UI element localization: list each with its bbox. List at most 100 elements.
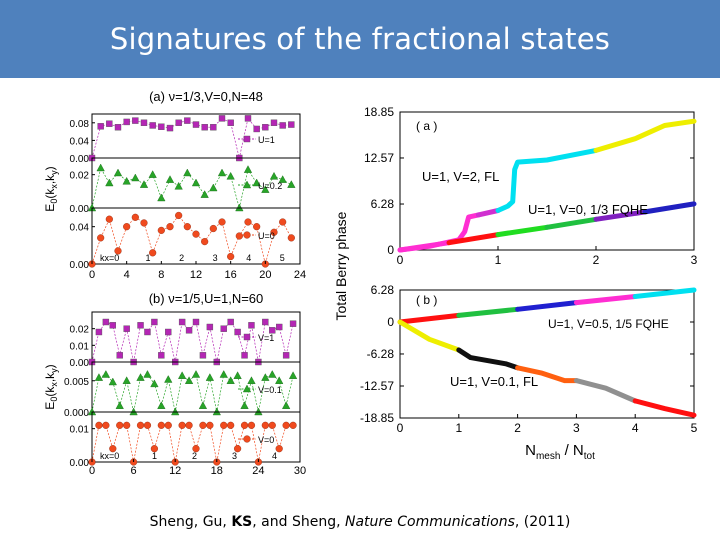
left-a-ytick-label: 0.04 [70,136,90,147]
left-b-point [206,323,214,331]
left-b-series-line [91,321,294,363]
left-b-k-label: 3 [232,451,237,461]
left-a-legend-label: U=0 [258,231,275,241]
left-b-point [191,370,201,378]
left-b-point [282,421,290,429]
left-b-xlabel: kx+Nxky [175,477,217,478]
left-a-point [165,175,175,183]
left-b-point [276,323,283,331]
left-b-point [289,421,297,429]
left-a-title: (a) ν=1/3,V=0,N=48 [149,89,263,104]
left-a-point [139,180,149,188]
left-b-point [281,401,291,409]
left-a-xtick-label: 12 [190,269,202,281]
right-a-series-segment [642,201,697,215]
left-b-point [240,421,249,429]
right-a-series-segment [593,118,697,153]
left-a-ytick-label: 0.00 [70,154,90,165]
citation-year: , (2011) [514,514,571,530]
left-b-point [227,421,235,429]
right-a-annotation: U=1, V=0, 1/3 FQHE [528,202,648,217]
left-a-legend-label: U=0.2 [258,181,282,191]
left-b-point [289,320,297,327]
right-a-title: ( a ) [416,119,437,133]
left-a-k-label: 3 [213,253,218,263]
right-b-xtick-label: 4 [632,421,639,435]
left-a-point [158,123,165,130]
left-b-k-label: kx=0 [100,451,119,461]
left-a-ytick-label: 0.08 [70,119,90,130]
left-b-point [178,421,186,429]
left-b-ytick-label: 0.02 [70,325,90,336]
left-b-point [184,376,194,384]
left-b-legend-label: V=1 [258,333,274,343]
left-a-point [183,168,192,177]
left-b-point [268,421,276,429]
left-a-point [243,165,253,173]
left-b-point [199,421,207,429]
right-a-series-segment [495,147,599,213]
left-a-ytick-label: 0.00 [70,260,90,271]
left-b-point [248,322,255,329]
left-b-point [157,401,166,409]
left-b-point [123,325,130,332]
right-a-ytick-label: 6.28 [371,197,395,211]
left-a-point [97,123,104,130]
left-a-point [140,219,148,227]
left-b-point [178,318,186,326]
right-b-title: ( b ) [416,293,437,307]
left-b-point [241,352,248,359]
left-a-k-label: 1 [146,253,151,263]
left-b-point [219,370,228,378]
left-b-point [150,379,159,388]
left-a-point [201,238,209,246]
left-b-point [143,421,152,429]
left-a-point [218,218,226,226]
left-a-point [218,115,226,122]
left-b-ytick-label: 0.00 [70,458,90,469]
left-b-xtick-label: 0 [89,465,95,477]
left-b-point [199,352,207,359]
left-a-point [131,213,139,221]
left-b-point [151,318,158,326]
left-b-point [158,352,165,359]
right-b-xtick-label: 0 [397,421,404,435]
left-a-legend-marker [243,231,251,239]
left-b-point [109,445,117,453]
left-b-point [108,377,117,386]
left-b-point [185,421,193,429]
left-b-point [164,375,173,383]
left-a-point [279,122,286,129]
left-a-point [113,168,123,177]
right-a-series-segment [475,208,501,218]
left-a-point [235,232,243,240]
left-a-point [122,176,131,185]
left-b-point [136,421,145,429]
left-a-point [105,215,113,223]
right-b-xtick-label: 5 [691,421,698,435]
left-a-point [97,234,105,242]
right-b-ytick-label: -12.57 [360,379,394,393]
left-a-point [123,118,130,126]
left-b-k-label: 4 [272,451,277,461]
left-b-point [144,328,151,336]
left-b-title: (b) ν=1/5,U=1,N=60 [149,291,264,306]
left-a-point [244,115,252,122]
left-a-point [210,124,217,131]
left-b-point [261,421,269,429]
left-a-point [217,168,227,177]
left-b-ylabel: E0(kx,ky) [43,364,59,409]
left-a-point [261,185,270,193]
left-b-point [95,421,103,429]
left-b-point [137,322,144,329]
left-a-k-label: 2 [179,253,184,263]
left-a-point [287,234,295,242]
left-b-point [192,445,200,453]
citation-authors-rest: , and Sheng, [252,514,345,530]
slide-header: Signatures of the fractional states [0,0,720,78]
right-b-series-segment [456,306,521,318]
right-a-series-segment [495,224,550,238]
left-a-xtick-label: 24 [294,269,306,281]
left-b-point [136,373,145,381]
right-b-series-segment [573,378,638,404]
